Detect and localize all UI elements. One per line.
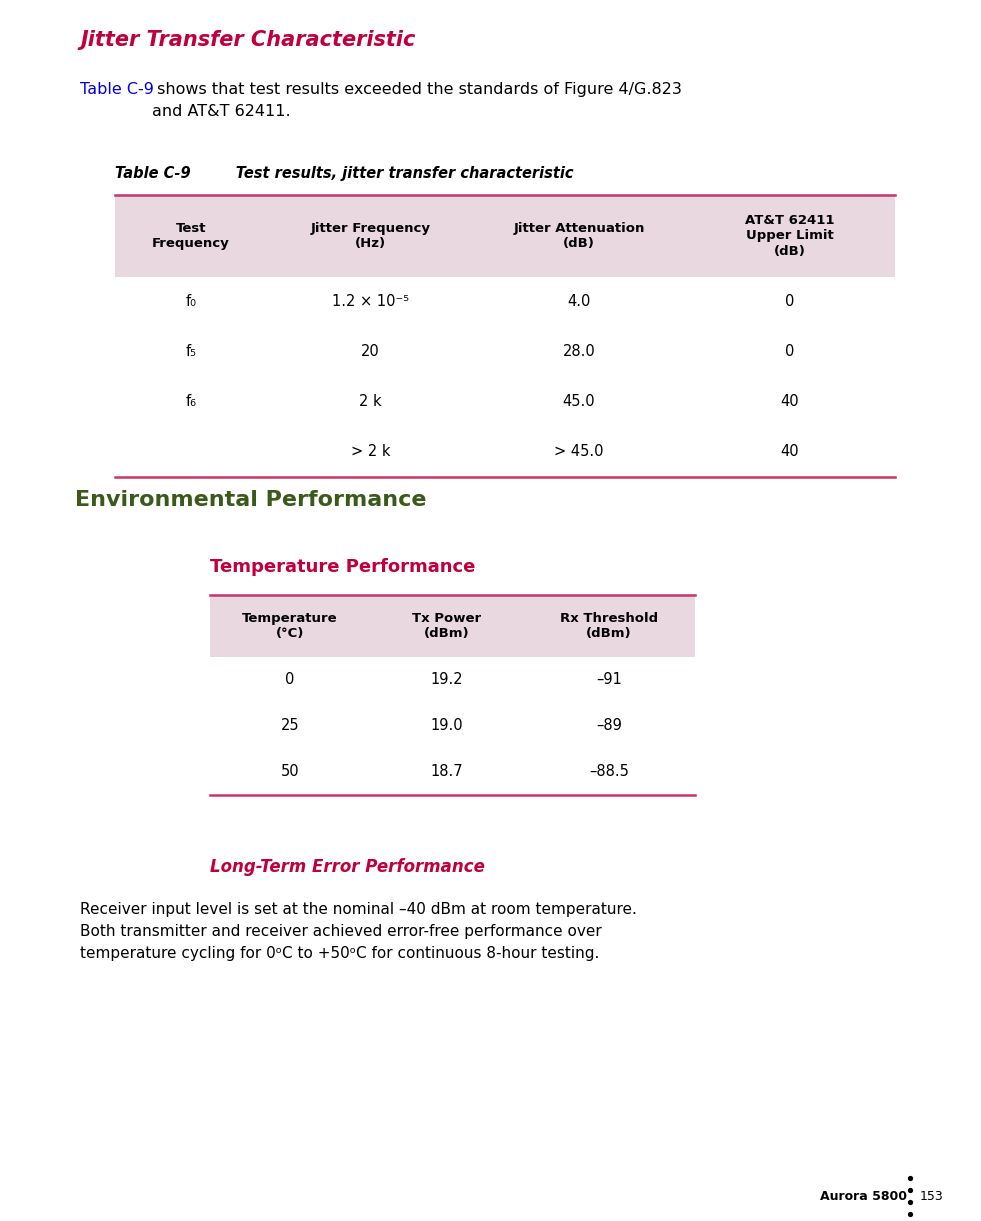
Text: 0: 0 (785, 294, 795, 309)
Text: 25: 25 (281, 718, 299, 734)
Text: 45.0: 45.0 (563, 394, 595, 409)
Text: Test results, jitter transfer characteristic: Test results, jitter transfer characteri… (205, 166, 574, 181)
Text: 19.2: 19.2 (430, 673, 463, 687)
Text: 18.7: 18.7 (430, 764, 463, 779)
Bar (115, 195, 895, 277)
Text: Temperature
(°C): Temperature (°C) (242, 612, 337, 640)
Text: 40: 40 (781, 394, 799, 409)
Text: Jitter Transfer Characteristic: Jitter Transfer Characteristic (80, 31, 415, 50)
Text: shows that test results exceeded the standards of Figure 4/G.823
and AT&T 62411.: shows that test results exceeded the sta… (152, 82, 682, 120)
Text: Test
Frequency: Test Frequency (152, 222, 230, 250)
Text: f₆: f₆ (185, 394, 196, 409)
Text: > 2 k: > 2 k (350, 444, 390, 459)
Text: 0: 0 (285, 673, 294, 687)
Text: Environmental Performance: Environmental Performance (75, 490, 427, 510)
Text: Jitter Attenuation
(dB): Jitter Attenuation (dB) (513, 222, 645, 250)
Text: 4.0: 4.0 (567, 294, 591, 309)
Text: 0: 0 (785, 344, 795, 359)
Text: 153: 153 (920, 1189, 944, 1203)
Text: 28.0: 28.0 (563, 344, 595, 359)
Text: Receiver input level is set at the nominal –40 dBm at room temperature.: Receiver input level is set at the nomin… (80, 902, 637, 917)
Text: Both transmitter and receiver achieved error-free performance over: Both transmitter and receiver achieved e… (80, 924, 601, 939)
Text: AT&T 62411
Upper Limit
(dB): AT&T 62411 Upper Limit (dB) (745, 215, 835, 258)
Text: f₅: f₅ (185, 344, 196, 359)
Text: Aurora 5800: Aurora 5800 (820, 1189, 907, 1203)
Text: Long-Term Error Performance: Long-Term Error Performance (210, 858, 485, 875)
Text: 2 k: 2 k (359, 394, 382, 409)
Text: temperature cycling for 0ᵒC to +50ᵒC for continuous 8-hour testing.: temperature cycling for 0ᵒC to +50ᵒC for… (80, 946, 599, 961)
Text: 20: 20 (361, 344, 380, 359)
Text: 50: 50 (281, 764, 299, 779)
Bar (210, 595, 695, 657)
Text: Table C-9: Table C-9 (115, 166, 190, 181)
Text: 40: 40 (781, 444, 799, 459)
Text: Temperature Performance: Temperature Performance (210, 558, 476, 576)
Text: 19.0: 19.0 (430, 718, 463, 734)
Text: 1.2 × 10⁻⁵: 1.2 × 10⁻⁵ (332, 294, 409, 309)
Text: Rx Threshold
(dBm): Rx Threshold (dBm) (560, 612, 658, 640)
Text: Tx Power
(dBm): Tx Power (dBm) (412, 612, 481, 640)
Text: Jitter Frequency
(Hz): Jitter Frequency (Hz) (310, 222, 431, 250)
Text: –91: –91 (596, 673, 622, 687)
Text: > 45.0: > 45.0 (554, 444, 604, 459)
Text: –89: –89 (596, 718, 622, 734)
Text: –88.5: –88.5 (589, 764, 629, 779)
Text: f₀: f₀ (185, 294, 196, 309)
Text: Table C-9: Table C-9 (80, 82, 154, 96)
